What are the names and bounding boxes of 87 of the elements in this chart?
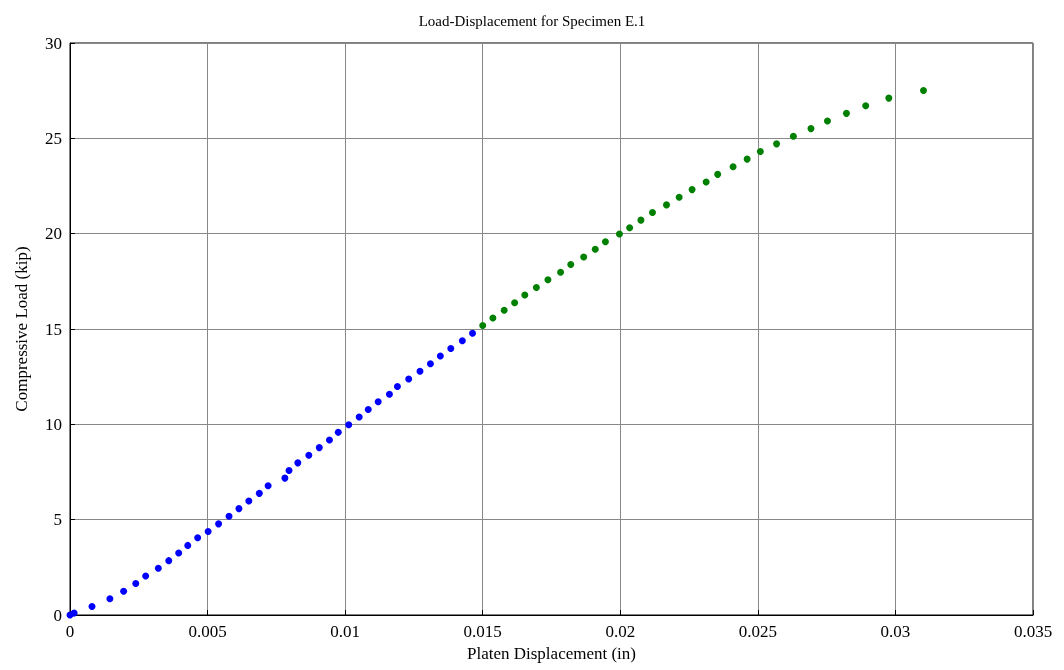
- point: [436, 352, 444, 360]
- point: [773, 140, 781, 148]
- point: [648, 209, 656, 216]
- point: [567, 261, 575, 269]
- point: [862, 102, 870, 110]
- point: [789, 132, 797, 140]
- point: [106, 595, 114, 603]
- point: [204, 527, 212, 535]
- point: [374, 398, 382, 406]
- point: [729, 163, 737, 171]
- point: [637, 216, 645, 224]
- y-tick-label: 15: [45, 319, 62, 339]
- point: [294, 459, 302, 467]
- point: [120, 587, 128, 595]
- point: [355, 413, 363, 421]
- point: [511, 299, 519, 307]
- point: [393, 383, 401, 391]
- point: [756, 147, 764, 155]
- x-tick-label: 0.025: [738, 622, 777, 641]
- point: [184, 541, 192, 549]
- point: [920, 86, 927, 94]
- point: [591, 245, 599, 253]
- point: [823, 117, 831, 125]
- point: [325, 436, 333, 444]
- point: [281, 474, 289, 482]
- point: [743, 155, 751, 163]
- point: [364, 405, 372, 413]
- x-tick-label: 0.035: [1013, 622, 1053, 641]
- point: [500, 306, 508, 314]
- point: [255, 489, 263, 497]
- point: [714, 170, 722, 178]
- x-tick-label: 0.01: [330, 622, 361, 641]
- x-axis-title: Platen Displacement (in): [466, 643, 637, 663]
- y-tick-label: 5: [53, 510, 62, 530]
- point: [416, 367, 424, 375]
- point: [479, 322, 487, 330]
- point: [426, 360, 434, 368]
- point: [345, 421, 353, 429]
- point: [264, 482, 272, 490]
- point: [663, 201, 671, 209]
- point: [305, 451, 313, 459]
- y-tick-label: 30: [45, 33, 62, 53]
- point: [807, 125, 815, 133]
- point: [132, 580, 140, 588]
- x-tick-label: 0.03: [880, 622, 911, 641]
- point: [675, 193, 683, 201]
- point: [215, 520, 223, 528]
- point: [405, 375, 413, 383]
- point: [489, 314, 497, 322]
- point: [469, 329, 477, 337]
- point: [688, 186, 696, 194]
- point: [601, 238, 609, 246]
- point: [315, 444, 323, 452]
- point: [458, 337, 466, 345]
- point: [165, 557, 173, 565]
- y-tick-label: 20: [45, 224, 62, 244]
- point: [88, 602, 96, 610]
- point: [580, 253, 588, 261]
- x-tick-label: 0: [65, 622, 75, 641]
- point: [235, 505, 243, 513]
- point: [142, 572, 150, 580]
- point: [626, 224, 634, 232]
- point: [842, 109, 850, 117]
- y-tick-label: 10: [45, 414, 62, 434]
- point: [532, 283, 540, 291]
- point: [544, 276, 552, 284]
- point: [334, 428, 342, 436]
- y-tick-label: 0: [53, 605, 62, 625]
- point: [245, 497, 253, 505]
- x-tick-label: 0.02: [605, 622, 636, 641]
- y-axis-title: Compressive Load (kip): [12, 246, 31, 412]
- point: [175, 549, 183, 557]
- chart-title: Load-Displacement for Specimen E.1: [418, 12, 646, 29]
- point: [70, 609, 78, 617]
- point: [385, 390, 393, 398]
- point: [615, 230, 623, 238]
- y-tick-label: 25: [45, 128, 62, 148]
- point: [557, 268, 565, 276]
- point: [521, 291, 529, 299]
- x-tick-label: 0.015: [463, 622, 502, 641]
- x-tick-label: 0.005: [188, 622, 227, 641]
- point: [285, 466, 293, 474]
- point: [225, 512, 233, 520]
- point: [194, 534, 202, 542]
- point: [154, 564, 162, 572]
- point: [885, 94, 893, 102]
- point: [447, 344, 455, 352]
